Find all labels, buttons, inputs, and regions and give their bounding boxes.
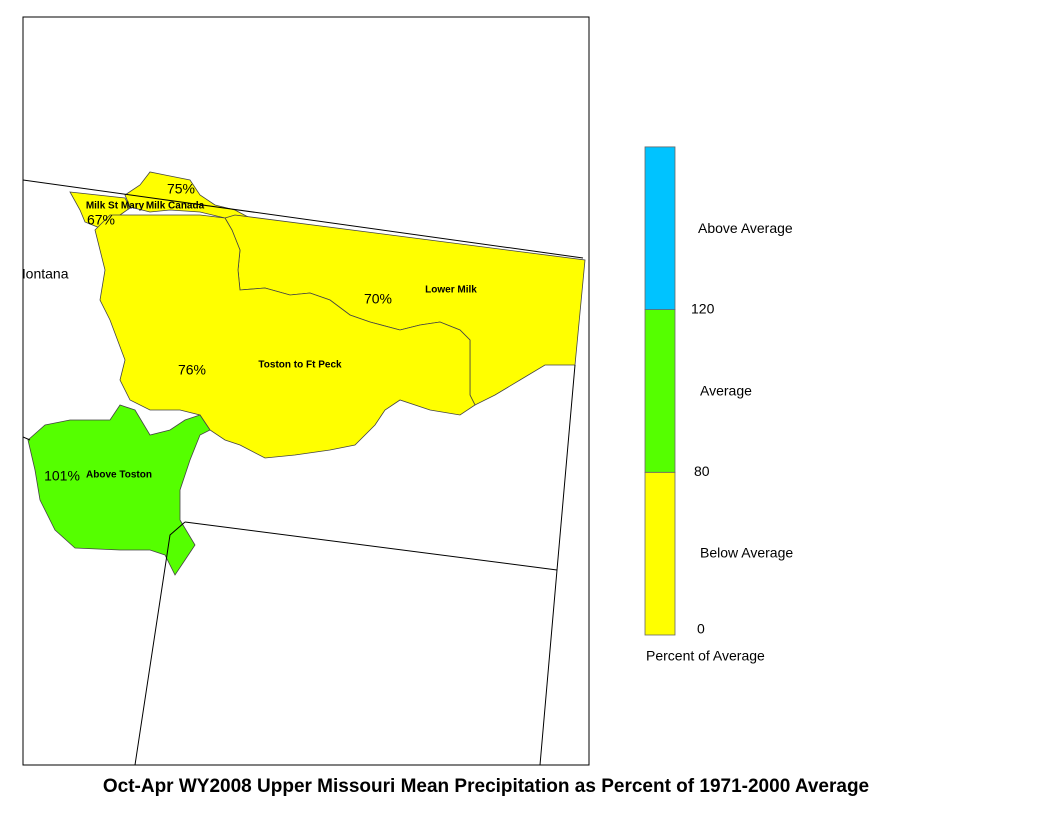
map-frame [22,16,590,766]
basin-name: Lower Milk [425,285,477,296]
basin-percent: 75% [167,181,195,197]
state-line [184,521,558,571]
legend-tick-label: 0 [697,621,705,637]
legend: Below Average Average Above Average 0 80 120 P… [644,146,793,664]
basin-region [94,214,476,459]
basin-name: Toston to Ft Peck [258,360,342,371]
basin-name: Above Toston [86,470,152,481]
basin-percent: 101% [44,468,80,484]
canada-border [23,179,584,259]
basin-name: Milk St Mary [86,201,145,212]
basin-percent: 67% [87,212,115,228]
basin-name: Milk Canada [146,201,205,212]
legend-category: Average [700,383,752,399]
state-label: Montana [14,266,69,282]
basin-percent: 76% [178,362,206,378]
legend-tick-label: 80 [694,463,710,479]
legend-band [644,146,676,310]
legend-band [644,309,676,473]
state-boundaries [23,179,584,765]
basin-region [27,404,211,576]
legend-title: Percent of Average [646,648,765,664]
legend-band [644,471,676,636]
basin-percent: 70% [364,291,392,307]
legend-category: Above Average [698,220,793,236]
map-title: Oct-Apr WY2008 Upper Missouri Mean Preci… [103,776,869,797]
legend-tick-label: 120 [691,300,715,316]
state-line [539,364,576,765]
legend-category: Below Average [700,544,793,560]
state-line [134,521,186,765]
state-line [23,436,31,441]
